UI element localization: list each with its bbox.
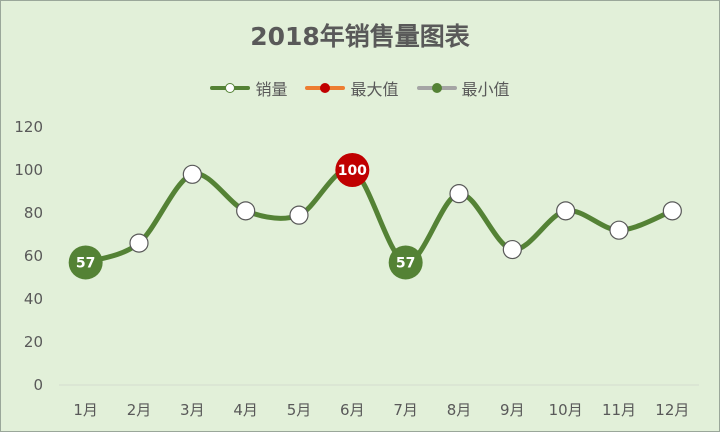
x-tick-label: 2月 (127, 401, 152, 419)
data-point-max (335, 153, 370, 187)
data-point-sales (556, 201, 576, 221)
x-tick-label: 10月 (549, 401, 583, 419)
data-point-sales (609, 220, 629, 240)
data-point-sales (182, 164, 202, 184)
x-tick-label: 5月 (287, 401, 312, 419)
legend-label-sales: 销量 (255, 80, 288, 99)
data-label-max: 100 (338, 163, 367, 179)
x-tick-label: 8月 (447, 401, 472, 419)
chart-title: 2018年销售量图表 (250, 22, 470, 51)
data-point-min (68, 245, 103, 280)
data-point-sales (129, 233, 149, 253)
x-tick-label: 6月 (340, 401, 365, 419)
data-label-min: 57 (76, 255, 95, 271)
data-point-sales (236, 201, 256, 221)
x-tick-label: 12月 (655, 401, 689, 419)
x-tick-label: 3月 (180, 401, 205, 419)
y-tick-label: 120 (14, 118, 43, 136)
legend-swatch-max (305, 81, 346, 95)
y-tick-label: 20 (24, 333, 43, 351)
data-point-sales (502, 239, 522, 260)
data-point-min (388, 245, 423, 280)
data-label-min: 57 (396, 255, 415, 271)
legend-item-min: 最小值 (416, 76, 510, 100)
x-tick-label: 9月 (500, 401, 525, 419)
legend-item-max: 最大值 (305, 76, 399, 100)
y-tick-label: 0 (33, 376, 43, 394)
legend-label-max: 最大值 (350, 80, 399, 99)
data-point-sales (662, 201, 682, 221)
legend-swatch-sales (210, 81, 251, 95)
y-tick-label: 60 (24, 247, 43, 265)
y-tick-label: 80 (24, 204, 43, 222)
data-point-sales (289, 205, 309, 225)
y-tick-label: 40 (24, 290, 43, 308)
x-tick-label: 4月 (233, 401, 258, 419)
x-tick-label: 11月 (602, 401, 636, 419)
x-tick-label: 7月 (393, 401, 418, 419)
data-point-sales (449, 184, 469, 204)
legend: 销量 最大值 最小值 (1, 76, 719, 100)
legend-swatch-min (416, 81, 457, 95)
x-tick-label: 1月 (73, 401, 98, 419)
series-line-sales (83, 166, 675, 265)
y-tick-label: 100 (14, 161, 43, 179)
legend-item-sales: 销量 (210, 76, 287, 100)
legend-label-min: 最小值 (461, 80, 510, 99)
